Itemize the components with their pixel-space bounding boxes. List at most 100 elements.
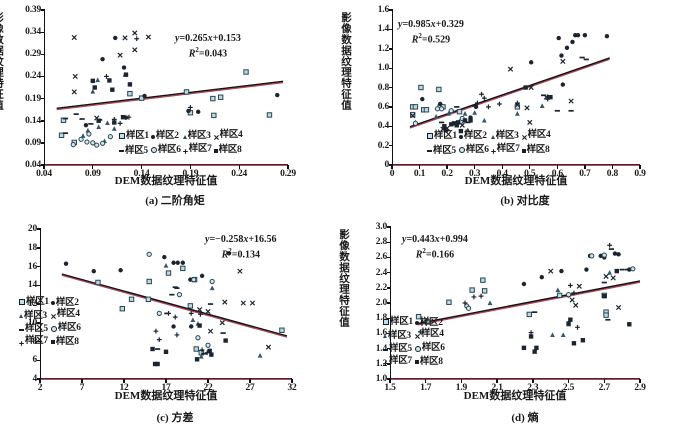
legend-label: 样区2	[55, 297, 79, 308]
plus-marker	[490, 147, 496, 154]
y-axis-label: 影像数据纹理特征值	[338, 229, 349, 328]
y-tick-label: 12	[27, 299, 37, 309]
legend-label: 样区3	[388, 330, 411, 341]
legend-item-7[interactable]: 样区7	[182, 144, 213, 158]
legend-label: 样区5	[389, 344, 412, 355]
y-tick-label: 0.39	[25, 5, 41, 15]
legend-item-2[interactable]: 样区2	[50, 297, 82, 309]
panel-c: 4 6 8 10 12 14 16 18 20 2 7 12 17 22 27 32 y=−0.258x+16.…	[0, 217, 350, 434]
legend-item-6[interactable]: 样区6	[150, 144, 182, 158]
x-tick-label: 12	[119, 383, 129, 393]
regression-equation-c: y=−0.258x+16.56 R2=0.134	[205, 233, 277, 261]
x-tick-label: 0.29	[280, 169, 296, 179]
x-tick-mark	[165, 379, 167, 383]
x-tick-mark	[291, 379, 293, 383]
legend-item-3[interactable]: 样区3	[490, 130, 521, 144]
legend-item-7[interactable]: 样区7	[382, 356, 414, 370]
y-tick-label: 2.2	[375, 282, 387, 293]
y-tick-mark	[389, 67, 393, 69]
x-axis-label: DEM数据纹理特征值	[464, 175, 568, 187]
legend-label: 样区7	[188, 143, 212, 154]
x-tick-label: 2.3	[527, 383, 539, 393]
scatter-layer-b	[409, 32, 610, 134]
square-open-marker	[119, 133, 125, 140]
x-tick-label: 7	[79, 383, 85, 393]
x-tick-label: 2.9	[634, 383, 646, 393]
legend-item-2[interactable]: 样区2	[458, 130, 490, 144]
x-tick-label: 0.9	[634, 169, 646, 179]
x-tick-label: 32	[287, 383, 297, 393]
r-squared-text: R2=0.134	[221, 246, 260, 260]
legend-item-1[interactable]: 样区1	[382, 317, 414, 329]
y-tick-label: 0.2	[377, 140, 389, 151]
x-tick-label: 0.2	[441, 169, 453, 179]
y-tick-label: 3.0	[375, 222, 387, 232]
legend-row: 样区5 样区6 样区7 样区8	[426, 144, 551, 158]
legend-item-3[interactable]: 样区3	[182, 130, 213, 144]
legend-item-7[interactable]: 样区7	[490, 144, 521, 158]
legend-item-6[interactable]: 样区6	[50, 323, 82, 335]
circle-open-marker	[150, 147, 157, 154]
legend-label: 样区6	[421, 343, 445, 354]
legend-label: 样区6	[465, 144, 489, 155]
legend-item-2[interactable]: 样区2	[150, 130, 182, 144]
y-tick-label: 10	[27, 317, 37, 328]
scatter-layer-d	[415, 242, 641, 354]
legend-item-4[interactable]: 样区4	[50, 309, 82, 323]
x-tick-mark	[287, 165, 289, 169]
legend-item-1[interactable]: 样区1	[426, 130, 458, 144]
x-tick-mark	[460, 379, 463, 383]
square-filled-marker	[213, 148, 218, 153]
plus-marker	[383, 359, 388, 366]
legend-item-3[interactable]: 样区3	[18, 309, 50, 323]
legend-item-5[interactable]: 样区5	[426, 144, 458, 158]
plot-area-d	[389, 227, 640, 380]
legend-item-4[interactable]: 样区4	[213, 130, 244, 144]
x-tick-label: 0.04	[36, 169, 52, 179]
y-tick-mark	[389, 145, 393, 147]
legend-item-2[interactable]: 样区2	[414, 317, 446, 329]
y-tick-mark	[41, 164, 45, 166]
y-tick-mark	[387, 272, 391, 274]
y-tick-label: 1.2	[377, 43, 389, 54]
legend-item-4[interactable]: 样区4	[414, 329, 446, 343]
y-tick-mark	[387, 256, 391, 259]
legend-label: 样区6	[157, 144, 181, 155]
x-tick-label: 0.4	[496, 169, 508, 179]
legend-item-5[interactable]: 样区5	[118, 144, 150, 158]
legend-item-5[interactable]: 样区5	[18, 323, 50, 335]
r-squared-text: R2=0.166	[415, 246, 455, 260]
y-tick-label: 0.04	[25, 160, 41, 170]
y-tick-mark	[389, 164, 393, 166]
legend-item-8[interactable]: 样区8	[414, 356, 446, 370]
legend-item-8[interactable]: 样区8	[50, 336, 82, 350]
y-tick-label: 0.8	[377, 82, 389, 93]
legend-item-6[interactable]: 样区6	[414, 343, 446, 355]
legend-label: 样区4	[420, 329, 444, 340]
legend-item-4[interactable]: 样区4	[521, 130, 552, 144]
legend-item-5[interactable]: 样区5	[382, 343, 414, 355]
legend-item-6[interactable]: 样区6	[458, 144, 490, 158]
legend-item-7[interactable]: 样区7	[18, 336, 50, 350]
y-tick-label: 6	[32, 355, 37, 366]
triangle-marker	[490, 134, 495, 139]
legend-item-1[interactable]: 样区1	[18, 297, 50, 309]
x-tick-label: 0.6	[551, 169, 563, 179]
y-tick-label: 1.0	[375, 374, 387, 384]
triangle-marker	[182, 134, 187, 139]
x-tick-mark	[81, 379, 83, 383]
legend-item-8[interactable]: 样区8	[213, 144, 244, 158]
legend-item-3[interactable]: 样区3	[382, 329, 414, 343]
y-tick-mark	[37, 265, 41, 268]
y-tick-label: 2.0	[375, 298, 387, 308]
legend-item-1[interactable]: 样区1	[118, 130, 150, 144]
legend-label: 样区8	[526, 145, 550, 156]
x-tick-mark	[425, 379, 427, 383]
y-tick-mark	[37, 359, 41, 362]
y-tick-label: 0.6	[377, 101, 389, 112]
y-tick-mark	[389, 9, 393, 11]
legend-item-8[interactable]: 样区8	[521, 144, 552, 158]
x-tick-mark	[389, 379, 391, 383]
y-tick-mark	[387, 226, 391, 228]
